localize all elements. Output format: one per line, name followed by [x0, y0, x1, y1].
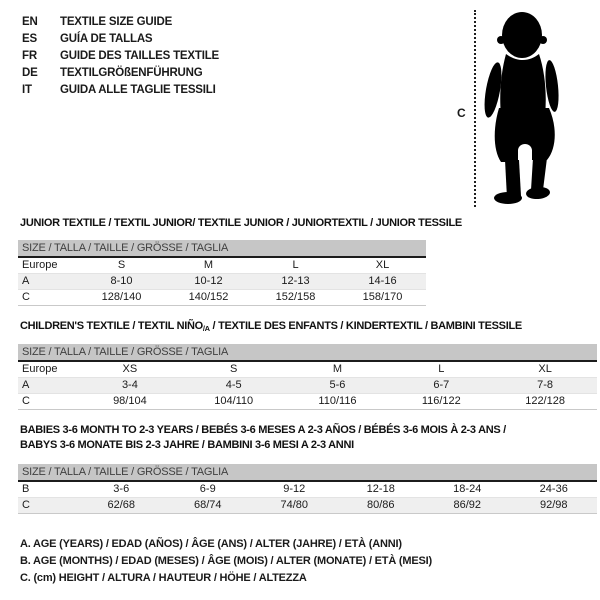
table-cell: A [18, 273, 78, 290]
section-title-line1: BABIES 3-6 MONTH TO 2-3 YEARS / BEBÉS 3-… [20, 424, 506, 436]
table-cell: 152/158 [252, 289, 339, 306]
table-cell: XS [122, 363, 138, 375]
table-cell: 6-9 [199, 483, 216, 495]
table-cell: B [22, 483, 30, 495]
language-list: EN TEXTILE SIZE GUIDE ES GUÍA DE TALLAS … [22, 13, 219, 98]
table-cell: 140/152 [165, 289, 252, 306]
table-cell: 92/98 [510, 497, 597, 514]
table-cell: 7-8 [493, 377, 597, 394]
lang-row-de: DE TEXTILGRÖßENFÜHRUNG [22, 64, 219, 81]
lang-code: DE [22, 66, 38, 79]
table-cell: S [117, 259, 126, 271]
table-cell: 158/170 [339, 289, 426, 306]
children-size-table: SIZE / TALLA / TAILLE / GRÖSSE / TAGLIA … [18, 344, 597, 410]
table-cell: 122/128 [493, 393, 597, 410]
note-age-months: B. AGE (MONTHS) / EDAD (MESES) / ÂGE (MO… [20, 555, 432, 567]
lang-row-it: IT GUIDA ALLE TAGLIE TESSILI [22, 81, 219, 98]
section-title-line2: BABYS 3-6 MONATE BIS 2-3 JAHRE / BAMBINI… [20, 439, 354, 451]
table-cell: 80/86 [337, 497, 424, 514]
table-cell: C [18, 289, 78, 306]
section-title-text: / TEXTILE DES ENFANTS / KINDERTEXTIL / B… [209, 320, 523, 332]
table-cell: 110/116 [285, 393, 390, 410]
table-cell: XL [538, 363, 552, 375]
lang-code: EN [22, 15, 38, 28]
section-title-children: CHILDREN'S TEXTILE / TEXTIL NIÑO/A / TEX… [20, 320, 522, 333]
table-cell: 86/92 [424, 497, 511, 514]
table-header-bar: SIZE / TALLA / TAILLE / GRÖSSE / TAGLIA [18, 464, 597, 482]
table-cell: 6-7 [389, 377, 494, 394]
lang-row-en: EN TEXTILE SIZE GUIDE [22, 13, 219, 30]
lang-title: GUIDE DES TAILLES TEXTILE [60, 49, 219, 62]
table-cell: 128/140 [78, 289, 165, 306]
table-row: A 3-4 4-5 5-6 6-7 7-8 [18, 377, 597, 394]
table-cell: 8-10 [78, 273, 165, 290]
table-cell: M [203, 259, 214, 271]
baby-silhouette-icon [484, 12, 559, 204]
table-cell: 12-18 [366, 483, 395, 495]
lang-title: GUIDA ALLE TAGLIE TESSILI [60, 83, 216, 96]
table-cell: 24-36 [539, 483, 568, 495]
table-cell: 104/110 [181, 393, 286, 410]
lang-title: TEXTILGRÖßENFÜHRUNG [60, 66, 203, 79]
table-cell: 98/104 [78, 393, 182, 410]
table-cell: 12-13 [252, 273, 339, 290]
lang-row-fr: FR GUIDE DES TAILLES TEXTILE [22, 47, 219, 64]
junior-size-table: SIZE / TALLA / TAILLE / GRÖSSE / TAGLIA … [18, 240, 426, 306]
section-title-junior: JUNIOR TEXTILE / TEXTIL JUNIOR/ TEXTILE … [20, 217, 462, 229]
table-row: B 3-6 6-9 9-12 12-18 18-24 24-36 [18, 482, 597, 498]
table-cell: M [332, 363, 343, 375]
table-cell: S [230, 363, 238, 375]
lang-code: ES [22, 32, 37, 45]
table-cell: 5-6 [285, 377, 390, 394]
table-cell: 74/80 [251, 497, 338, 514]
section-title-babies: BABIES 3-6 MONTH TO 2-3 YEARS / BEBÉS 3-… [20, 423, 506, 453]
lang-code: FR [22, 49, 37, 62]
lang-title: TEXTILE SIZE GUIDE [60, 15, 173, 28]
table-cell: 9-12 [283, 483, 306, 495]
lang-title: GUÍA DE TALLAS [60, 32, 153, 45]
lang-row-es: ES GUÍA DE TALLAS [22, 30, 219, 47]
table-cell: 18-24 [453, 483, 482, 495]
table-row: C 62/68 68/74 74/80 80/86 86/92 92/98 [18, 497, 597, 514]
table-row: C 98/104 104/110 110/116 116/122 122/128 [18, 393, 597, 410]
table-cell: XL [375, 259, 390, 271]
table-cell: Europe [22, 363, 58, 375]
babies-size-table: SIZE / TALLA / TAILLE / GRÖSSE / TAGLIA … [18, 464, 597, 514]
note-age-years: A. AGE (YEARS) / EDAD (AÑOS) / ÂGE (ANS)… [20, 538, 402, 550]
note-height-cm: C. (cm) HEIGHT / ALTURA / HAUTEUR / HÖHE… [20, 572, 307, 584]
table-cell: A [18, 377, 78, 394]
table-cell: 4-5 [181, 377, 286, 394]
table-cell: C [18, 497, 78, 514]
table-header-bar: SIZE / TALLA / TAILLE / GRÖSSE / TAGLIA [18, 344, 597, 362]
table-cell: 116/122 [389, 393, 494, 410]
table-row: C 128/140 140/152 152/158 158/170 [18, 289, 426, 306]
table-cell: L [438, 363, 445, 375]
table-cell: 68/74 [164, 497, 251, 514]
table-cell: C [18, 393, 78, 410]
table-row: Europe XS S M L XL [18, 362, 597, 378]
section-title-subscript: /A [202, 324, 210, 333]
lang-code: IT [22, 83, 32, 96]
height-measure-dotted-line [474, 10, 476, 207]
table-cell: 3-6 [113, 483, 130, 495]
table-cell: 10-12 [165, 273, 252, 290]
table-cell: L [292, 259, 299, 271]
section-title-text: CHILDREN'S TEXTILE / TEXTIL NIÑO [20, 320, 203, 332]
table-cell: 62/68 [78, 497, 165, 514]
legend-notes: A. AGE (YEARS) / EDAD (AÑOS) / ÂGE (ANS)… [20, 536, 432, 587]
table-row: Europe S M L XL [18, 258, 426, 274]
table-header-bar: SIZE / TALLA / TAILLE / GRÖSSE / TAGLIA [18, 240, 426, 258]
height-measure-label: C [457, 106, 466, 120]
table-cell: 14-16 [339, 273, 426, 290]
table-row: A 8-10 10-12 12-13 14-16 [18, 273, 426, 290]
table-cell: 3-4 [78, 377, 182, 394]
table-cell: Europe [22, 259, 58, 271]
